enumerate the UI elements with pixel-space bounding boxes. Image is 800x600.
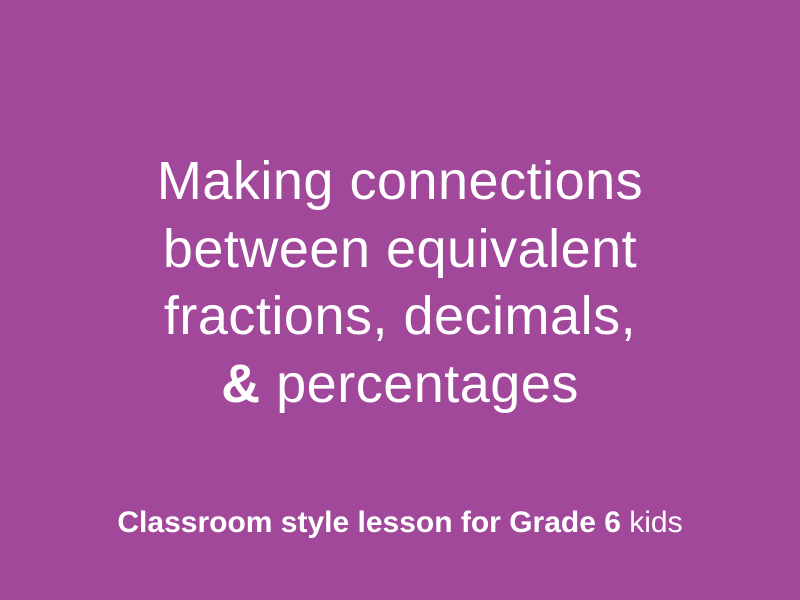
title-line-4: & percentages: [221, 351, 579, 419]
title-line-4-rest: percentages: [261, 354, 579, 414]
slide-container: Making connections between equivalent fr…: [0, 0, 800, 600]
title-line-2: between equivalent: [163, 216, 637, 284]
subtitle-light: kids: [621, 506, 683, 539]
ampersand: &: [221, 354, 261, 414]
title-line-3: fractions, decimals,: [164, 283, 636, 351]
subtitle-bold: Classroom style lesson for Grade 6: [117, 506, 621, 539]
title-line-1: Making connections: [157, 148, 643, 216]
subtitle: Classroom style lesson for Grade 6 kids: [117, 506, 682, 540]
title-block: Making connections between equivalent fr…: [157, 50, 643, 506]
